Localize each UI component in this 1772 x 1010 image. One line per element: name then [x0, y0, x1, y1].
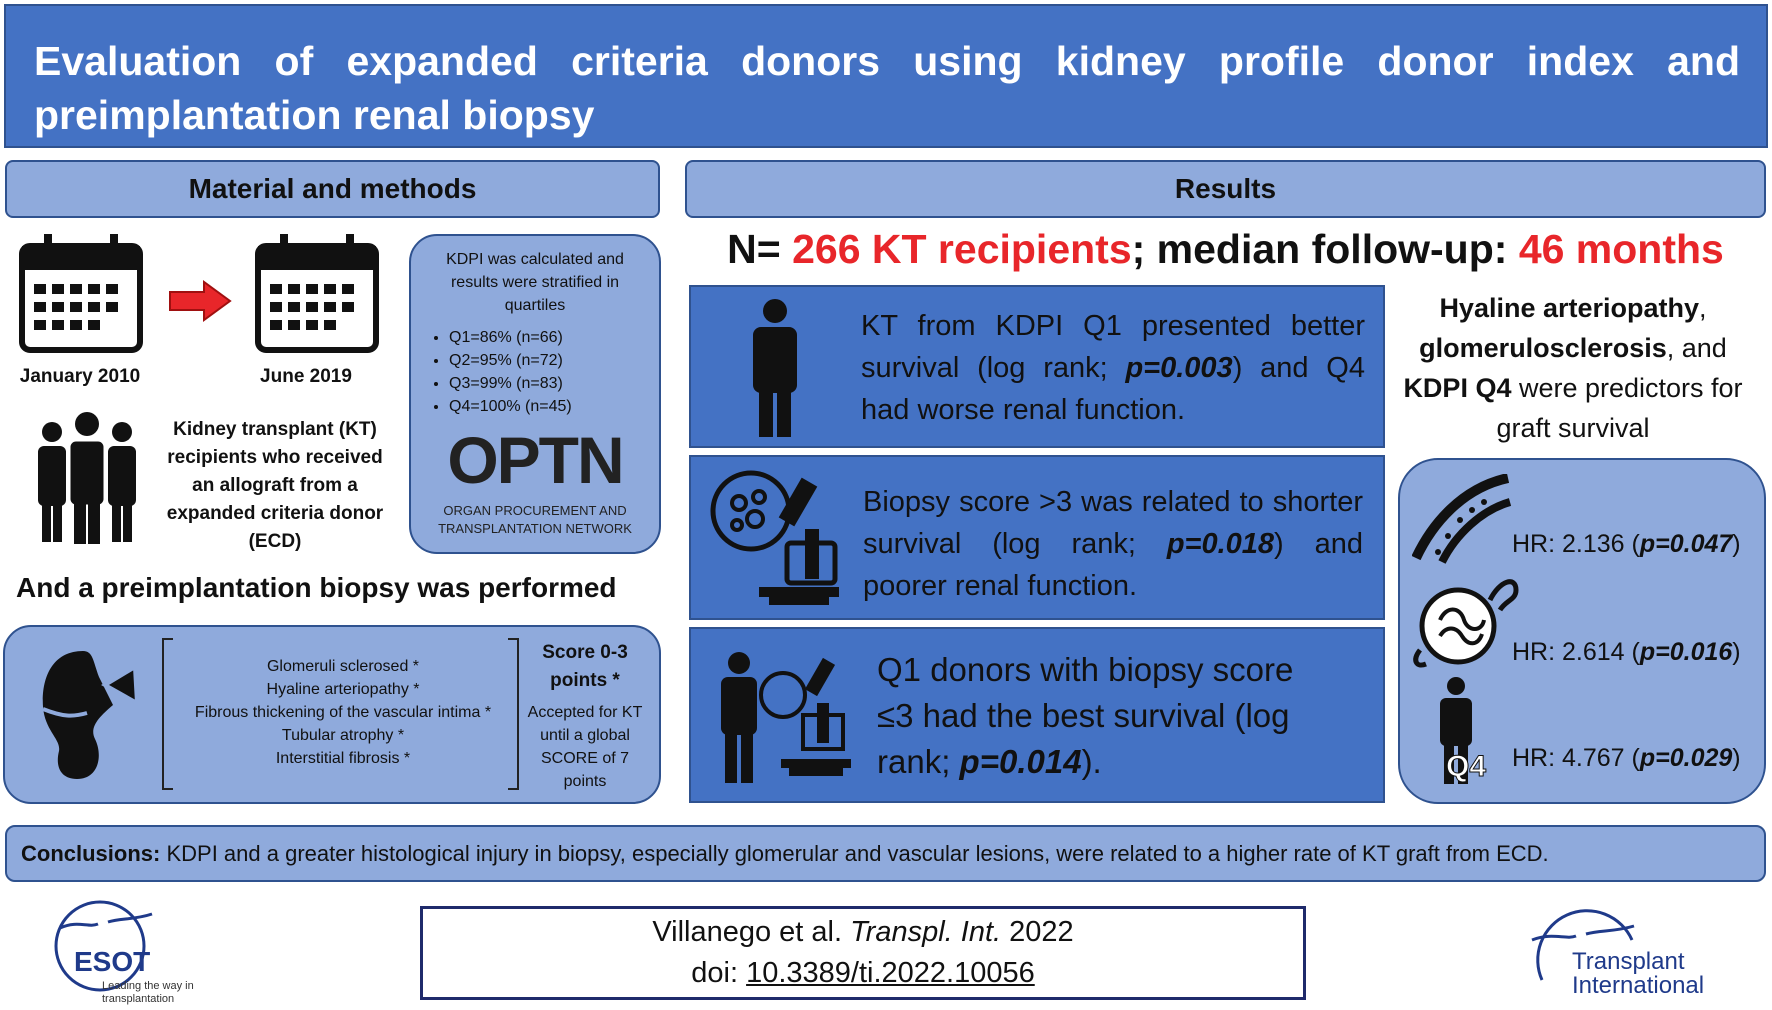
calendar-icon: [255, 234, 379, 353]
p-value: p=0.018: [1166, 528, 1275, 560]
person-icon: [1440, 677, 1472, 784]
finding-part: Q1 donors with biopsy score ≤3 had the b…: [877, 651, 1294, 780]
kdpi-intro: KDPI was calculated and results were str…: [446, 251, 624, 314]
hr-text: ): [1732, 530, 1741, 558]
finding-box: Biopsy score >3 was related to shorter s…: [689, 455, 1385, 620]
glomerulus-icon: [1413, 579, 1519, 668]
journal: Transpl. Int.: [850, 916, 1002, 948]
hr-text: ): [1732, 744, 1741, 772]
hazard-ratio: HR: 2.614 (p=0.016): [1512, 638, 1741, 667]
summary-text: N=: [727, 226, 793, 272]
people-icon: [38, 412, 136, 544]
esot-logo: ESOT: [74, 946, 151, 977]
bracket: [508, 638, 519, 790]
optn-subtitle: ORGAN PROCUREMENT AND TRANSPLANTATION NE…: [438, 503, 632, 536]
kdpi-box: KDPI was calculated and results were str…: [409, 234, 661, 554]
finding-part: ).: [1081, 743, 1102, 780]
microscope-icon: [710, 470, 839, 605]
biopsy-box: Glomeruli sclerosed * Hyaline arteriopat…: [3, 625, 661, 804]
journal-logo: Transplant International: [1572, 948, 1705, 999]
calendar-icon: [19, 234, 143, 353]
score-title: Score 0-3 points *: [542, 642, 628, 691]
hr-text: ): [1732, 638, 1741, 666]
q4-label: Q4: [1445, 750, 1487, 784]
summary: N= 266 KT recipients; median follow-up: …: [685, 226, 1766, 273]
summary-highlight: 266 KT recipients: [792, 226, 1132, 272]
finding-part: Biopsy score >3 was related to shorter s…: [863, 486, 1363, 560]
methods-heading: Material and methods: [5, 160, 660, 218]
summary-highlight: 46 months: [1518, 226, 1724, 272]
criterion: Fibrous thickening of the vascular intim…: [194, 704, 492, 721]
doi-link[interactable]: 10.3389/ti.2022.10056: [746, 957, 1035, 989]
person-icon: [753, 299, 797, 437]
summary-text: ; median follow-up:: [1131, 226, 1519, 272]
citation-box: Villanego et al. Transpl. Int. 2022 doi:…: [420, 906, 1306, 1000]
finding-text: KT from KDPI Q1 presented better surviva…: [861, 305, 1365, 431]
year: 2022: [1009, 916, 1074, 948]
journal-logo-mark: [1531, 909, 1635, 981]
quartile: Q1=86% (n=66): [449, 326, 572, 349]
finding-box: KT from KDPI Q1 presented better surviva…: [689, 285, 1385, 448]
score-note: Accepted for KT until a global SCORE of …: [527, 704, 643, 790]
end-date: June 2019: [260, 366, 352, 387]
title: Evaluation of expanded criteria donors u…: [34, 38, 1740, 138]
hr-text: HR: 2.136 (: [1512, 530, 1640, 558]
predictor-text: , and: [1666, 333, 1735, 363]
hr-text: HR: 2.614 (: [1512, 638, 1640, 666]
criterion: Interstitial fibrosis *: [275, 750, 411, 767]
quartile-list: Q1=86% (n=66) Q2=95% (n=72) Q3=99% (n=83…: [423, 326, 572, 418]
predictor-text: were predictors for graft survival: [1496, 373, 1751, 443]
predictors-text: Hyaline arteriopathy, glomerulosclerosis…: [1400, 288, 1746, 448]
doi-label: doi:: [691, 957, 739, 989]
quartile: Q3=99% (n=83): [449, 372, 572, 395]
hazard-box: Q4 HR: 2.136 (p=0.047) HR: 2.614 (p=0.01…: [1398, 458, 1766, 804]
p-value: p=0.016: [1639, 638, 1733, 666]
hazard-ratio: HR: 4.767 (p=0.029): [1512, 744, 1741, 773]
conclusion-text: KDPI and a greater histological injury i…: [166, 840, 1549, 866]
hazard-ratio: HR: 2.136 (p=0.047): [1512, 530, 1741, 559]
predictor-text: ,: [1699, 293, 1715, 323]
p-value: p=0.003: [1125, 352, 1233, 384]
finding-text: Biopsy score >3 was related to shorter s…: [863, 481, 1363, 607]
doi-line: doi: 10.3389/ti.2022.10056: [423, 953, 1303, 994]
predictor: glomerulosclerosis: [1419, 333, 1667, 363]
predictor: Hyaline arteriopathy: [1439, 293, 1700, 323]
conclusion-bar: Conclusions: KDPI and a greater histolog…: [5, 825, 1766, 882]
start-date: January 2010: [19, 366, 141, 387]
predictor: KDPI Q4: [1403, 373, 1512, 403]
conclusion-label: Conclusions:: [21, 840, 161, 866]
quartile: Q4=100% (n=45): [449, 395, 572, 418]
criteria-list: Glomeruli sclerosed * Hyaline arteriopat…: [173, 655, 513, 770]
optn-logo: OPTN: [447, 423, 624, 497]
authors: Villanego et al.: [652, 916, 843, 948]
p-value: p=0.047: [1639, 530, 1733, 558]
criterion: Hyaline arteriopathy *: [266, 681, 420, 698]
esot-tagline: Leading the way in transplantation: [102, 980, 194, 1005]
criterion: Tubular atrophy *: [281, 727, 405, 744]
p-value: p=0.029: [1639, 744, 1733, 772]
bracket: [162, 638, 173, 790]
finding-part: ) and poorer renal function.: [863, 528, 1363, 602]
vessel-icon: [1412, 474, 1512, 564]
finding-part: KT from KDPI Q1 presented better surviva…: [861, 310, 1365, 384]
criterion: Glomeruli sclerosed *: [266, 658, 420, 675]
biopsy-statement: And a preimplantation biopsy was perform…: [16, 572, 617, 603]
arrow-icon: [169, 280, 232, 322]
finding-text: Q1 donors with biopsy score ≤3 had the b…: [877, 647, 1327, 785]
kidney-icon: [42, 651, 140, 779]
recipients-text: Kidney transplant (KT) recipients who re…: [166, 419, 384, 552]
results-heading: Results: [685, 160, 1766, 218]
esot-logo-mark: [54, 900, 153, 992]
title-banner: Evaluation of expanded criteria donors u…: [4, 4, 1768, 148]
finding-box: Q1 donors with biopsy score ≤3 had the b…: [689, 627, 1385, 803]
p-value: p=0.014: [959, 743, 1082, 780]
finding-part: ) and Q4 had worse renal function.: [861, 352, 1365, 426]
hr-text: HR: 4.767 (: [1512, 744, 1640, 772]
person-microscope-icon: [721, 652, 851, 783]
citation-line: Villanego et al. Transpl. Int. 2022: [423, 912, 1303, 953]
quartile: Q2=95% (n=72): [449, 349, 572, 372]
